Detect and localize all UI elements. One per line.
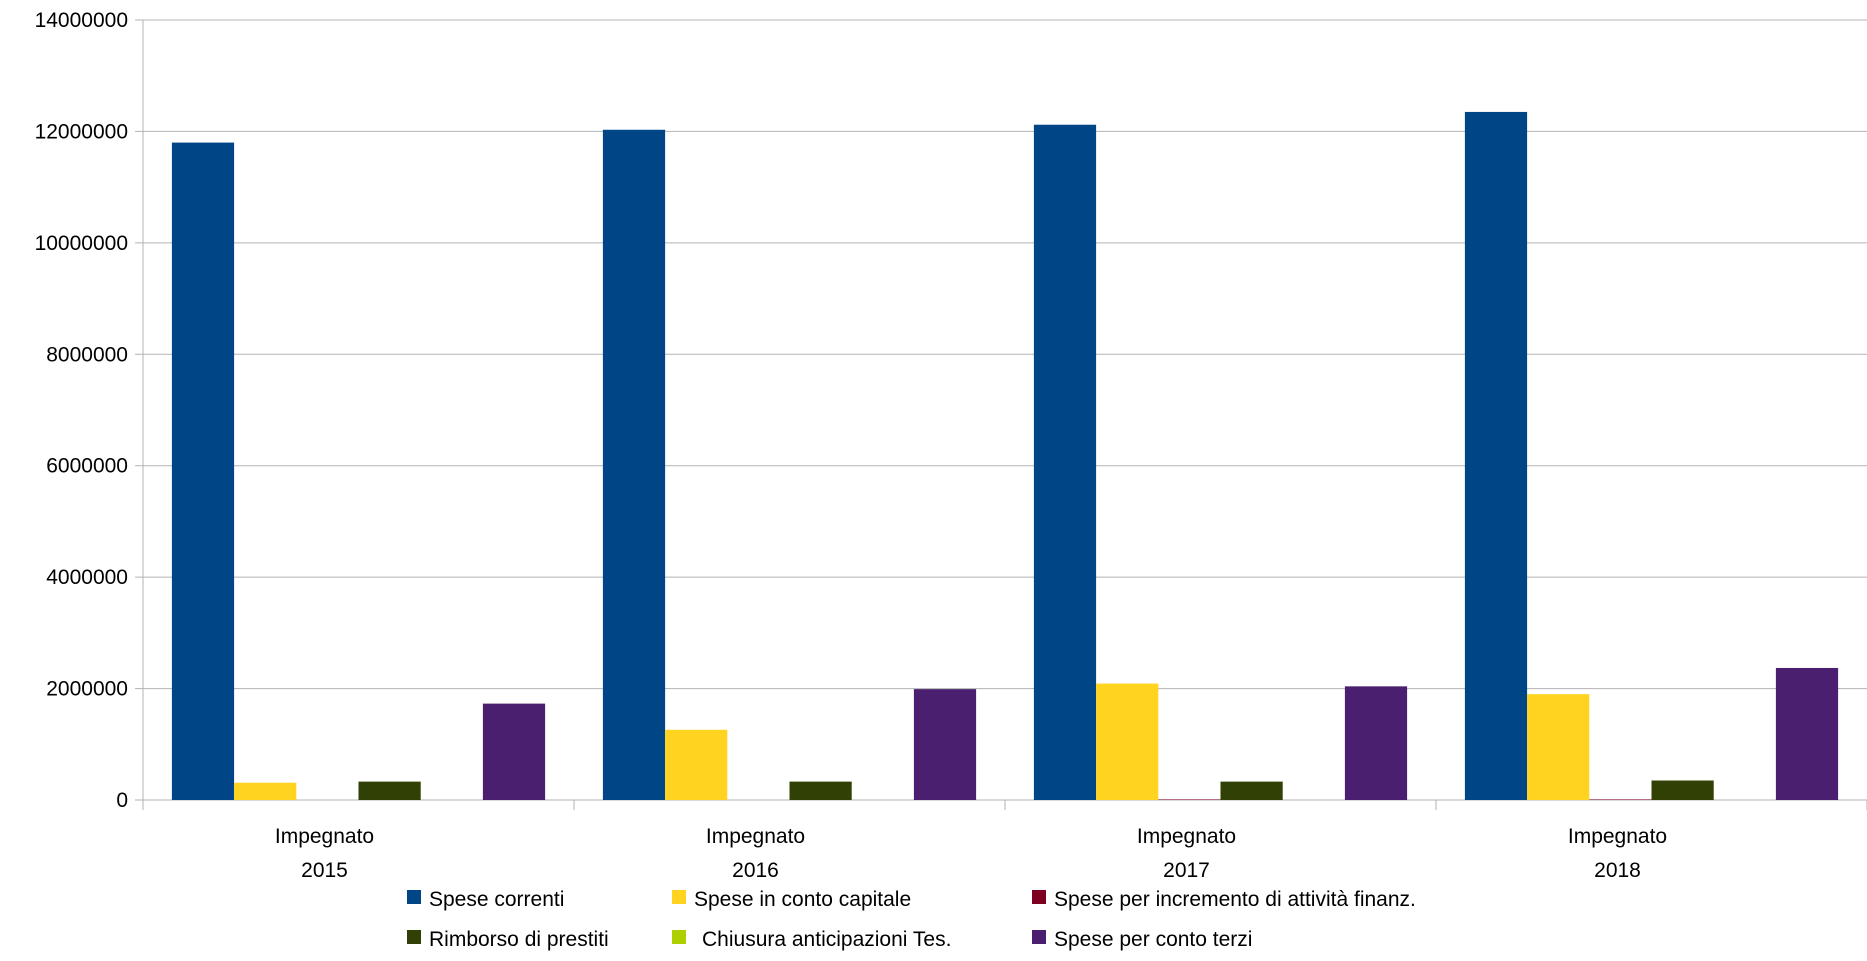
bar bbox=[602, 129, 666, 800]
x-category-label: Impegnato bbox=[1137, 825, 1236, 848]
x-category-label: 2016 bbox=[732, 859, 779, 882]
legend-item: Rimborso di prestiti bbox=[407, 928, 609, 951]
y-tick-label: 4000000 bbox=[46, 566, 128, 589]
bar bbox=[482, 703, 546, 800]
x-category-label: 2018 bbox=[1594, 859, 1641, 882]
bars bbox=[171, 111, 1839, 801]
legend-swatch bbox=[407, 930, 421, 944]
grid-lines bbox=[143, 19, 1867, 690]
bar bbox=[1033, 124, 1097, 800]
legend-label: Spese in conto capitale bbox=[694, 888, 911, 911]
bar bbox=[1220, 781, 1283, 800]
y-tick-label: 10000000 bbox=[35, 232, 128, 255]
bar bbox=[1096, 683, 1159, 800]
bar bbox=[1651, 780, 1714, 800]
legend-item: Spese correnti bbox=[407, 888, 564, 911]
bar bbox=[913, 689, 977, 800]
bar bbox=[1775, 667, 1839, 800]
legend-swatch bbox=[672, 930, 686, 944]
legend-item: Spese per incremento di attività finanz. bbox=[1032, 888, 1416, 911]
x-category-label: 2017 bbox=[1163, 859, 1210, 882]
legend-label: Spese correnti bbox=[429, 888, 564, 911]
legend-item: Spese in conto capitale bbox=[672, 888, 911, 911]
legend-swatch bbox=[407, 890, 421, 904]
legend: Spese correnti Spese in conto capitale Spe… bbox=[407, 888, 1416, 951]
bar bbox=[1464, 111, 1528, 800]
bar bbox=[1589, 799, 1652, 800]
bar bbox=[1158, 799, 1221, 800]
bar bbox=[234, 782, 297, 800]
x-category-labels: Impegnato 2015 Impegnato 2016 Impegnato 2017 I… bbox=[275, 825, 1667, 882]
bar bbox=[1527, 694, 1590, 800]
legend-item: Chiusura anticipazioni Tes. bbox=[672, 928, 951, 951]
legend-item: Spese per conto terzi bbox=[1032, 928, 1252, 951]
x-category-label: Impegnato bbox=[275, 825, 374, 848]
y-tick-label: 6000000 bbox=[46, 455, 128, 478]
bar bbox=[358, 781, 421, 800]
x-category-label: Impegnato bbox=[1568, 825, 1667, 848]
legend-label: Rimborso di prestiti bbox=[429, 928, 609, 951]
legend-label: Spese per conto terzi bbox=[1054, 928, 1252, 951]
y-tick-label: 14000000 bbox=[35, 9, 128, 32]
legend-swatch bbox=[672, 890, 686, 904]
legend-label: Chiusura anticipazioni Tes. bbox=[702, 928, 951, 951]
bar bbox=[1344, 686, 1408, 800]
bar bbox=[665, 729, 728, 800]
y-tick-label: 0 bbox=[116, 789, 128, 812]
y-tick-label: 2000000 bbox=[46, 678, 128, 701]
axes bbox=[135, 19, 1867, 810]
legend-label: Spese per incremento di attività finanz. bbox=[1054, 888, 1416, 911]
y-tick-labels: 0 2000000 4000000 6000000 8000000 10000000 120… bbox=[35, 9, 128, 812]
y-tick-label: 8000000 bbox=[46, 343, 128, 366]
x-category-label: Impegnato bbox=[706, 825, 805, 848]
bar bbox=[789, 781, 852, 800]
y-tick-label: 12000000 bbox=[35, 120, 128, 143]
legend-swatch bbox=[1032, 930, 1046, 944]
legend-swatch bbox=[1032, 890, 1046, 904]
x-category-label: 2015 bbox=[301, 859, 348, 882]
bar bbox=[171, 142, 235, 801]
